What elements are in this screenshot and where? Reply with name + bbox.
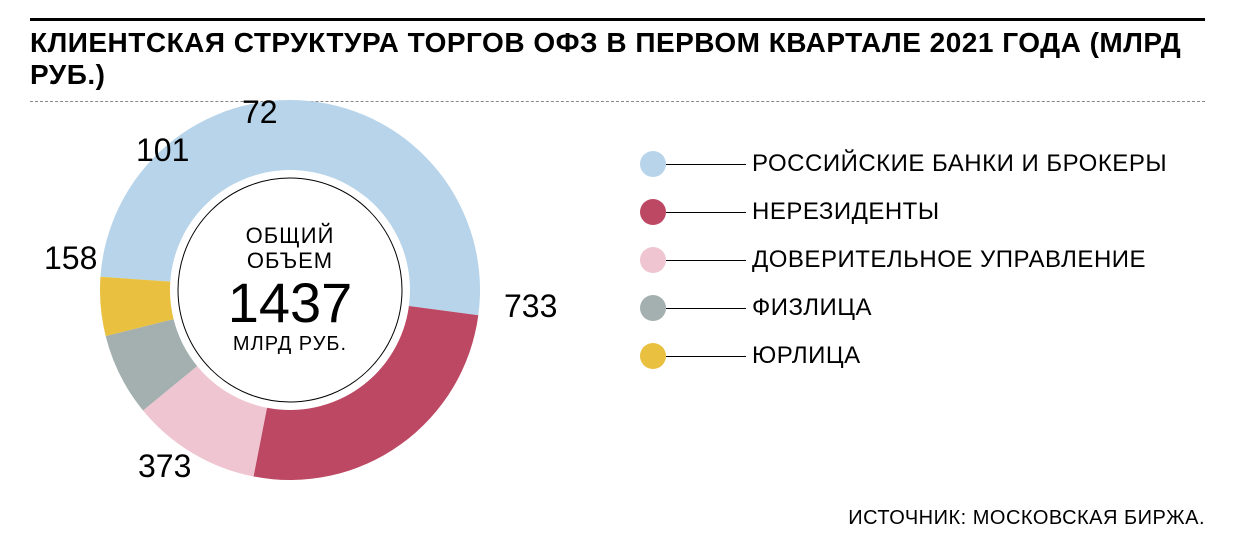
legend-connector-line bbox=[666, 356, 746, 357]
infographic-container: КЛИЕНТСКАЯ СТРУКТУРА ТОРГОВ ОФЗ В ПЕРВОМ… bbox=[0, 0, 1235, 550]
legend-item: ФИЗЛИЦА bbox=[640, 294, 1200, 322]
slice-value-label: 733 bbox=[504, 288, 557, 325]
legend-item: ДОВЕРИТЕЛЬНОЕ УПРАВЛЕНИЕ bbox=[640, 246, 1200, 274]
legend-label: РОССИЙСКИЕ БАНКИ И БРОКЕРЫ bbox=[752, 150, 1167, 178]
slice-value-label: 72 bbox=[242, 94, 278, 131]
donut-chart-area: ОБЩИЙ ОБЪЕМ 1437 МЛРД РУБ. 7333731581017… bbox=[30, 80, 590, 510]
legend-label: ДОВЕРИТЕЛЬНОЕ УПРАВЛЕНИЕ bbox=[752, 246, 1146, 274]
legend-item: РОССИЙСКИЕ БАНКИ И БРОКЕРЫ bbox=[640, 150, 1200, 178]
legend-connector-line bbox=[666, 212, 746, 213]
legend-item: ЮРЛИЦА bbox=[640, 342, 1200, 370]
legend-swatch bbox=[640, 295, 666, 321]
legend-connector-line bbox=[666, 260, 746, 261]
slice-value-label: 373 bbox=[138, 448, 191, 485]
legend-swatch bbox=[640, 343, 666, 369]
source-attribution: ИСТОЧНИК: МОСКОВСКАЯ БИРЖА. bbox=[848, 507, 1205, 530]
legend-label: НЕРЕЗИДЕНТЫ bbox=[752, 198, 940, 226]
legend-swatch bbox=[640, 247, 666, 273]
source-text: МОСКОВСКАЯ БИРЖА. bbox=[973, 507, 1205, 529]
legend-swatch bbox=[640, 151, 666, 177]
legend-connector-line bbox=[666, 308, 746, 309]
legend-item: НЕРЕЗИДЕНТЫ bbox=[640, 198, 1200, 226]
legend-connector-line bbox=[666, 164, 746, 165]
slice-value-label: 101 bbox=[136, 132, 189, 169]
source-prefix: ИСТОЧНИК: bbox=[848, 507, 973, 529]
legend-label: ЮРЛИЦА bbox=[752, 342, 861, 370]
legend: РОССИЙСКИЕ БАНКИ И БРОКЕРЫ НЕРЕЗИДЕНТЫ ДОВ… bbox=[640, 150, 1200, 390]
legend-label: ФИЗЛИЦА bbox=[752, 294, 872, 322]
donut-inner-circle bbox=[178, 178, 402, 402]
legend-swatch bbox=[640, 199, 666, 225]
slice-value-label: 158 bbox=[44, 240, 97, 277]
